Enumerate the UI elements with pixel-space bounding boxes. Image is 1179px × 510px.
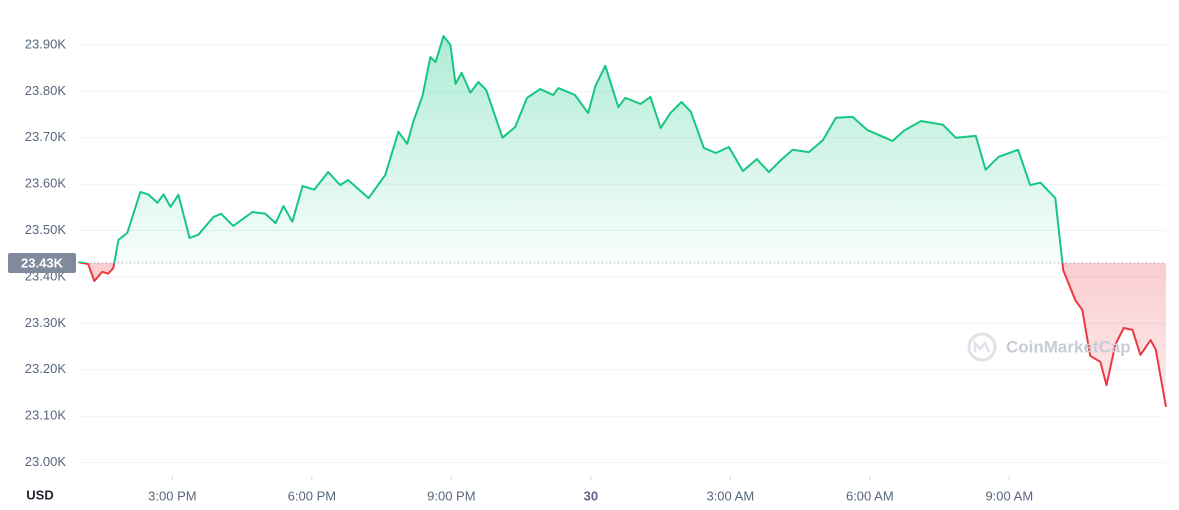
x-tick-label: 9:00 PM (427, 488, 475, 503)
y-tick-label: 23.20K (25, 361, 67, 376)
plot: 23.00K23.10K23.20K23.30K23.40K23.50K23.6… (8, 35, 1167, 503)
x-tick-label: 9:00 AM (985, 488, 1033, 503)
y-tick-label: 23.50K (25, 222, 67, 237)
currency-label: USD (26, 487, 53, 502)
x-tick-label: 3:00 AM (706, 488, 754, 503)
y-tick-label: 23.60K (25, 176, 67, 191)
watermark-logo (967, 332, 997, 362)
x-tick-label: 3:00 PM (148, 488, 196, 503)
y-tick-label: 23.10K (25, 408, 67, 423)
y-tick-label: 23.30K (25, 315, 67, 330)
reference-label: 23.43K (21, 255, 64, 270)
x-tick-label: 6:00 PM (288, 488, 336, 503)
y-tick-label: 23.70K (25, 129, 67, 144)
watermark: CoinMarketCap (1006, 337, 1131, 356)
y-tick-label: 23.90K (25, 36, 67, 51)
x-tick-label: 6:00 AM (846, 488, 894, 503)
y-tick-label: 23.00K (25, 454, 67, 469)
y-tick-label: 23.80K (25, 83, 67, 98)
reference-label-box (8, 253, 76, 274)
x-tick-label: 30 (584, 488, 598, 503)
area (78, 36, 1166, 407)
price-line (78, 35, 1167, 408)
